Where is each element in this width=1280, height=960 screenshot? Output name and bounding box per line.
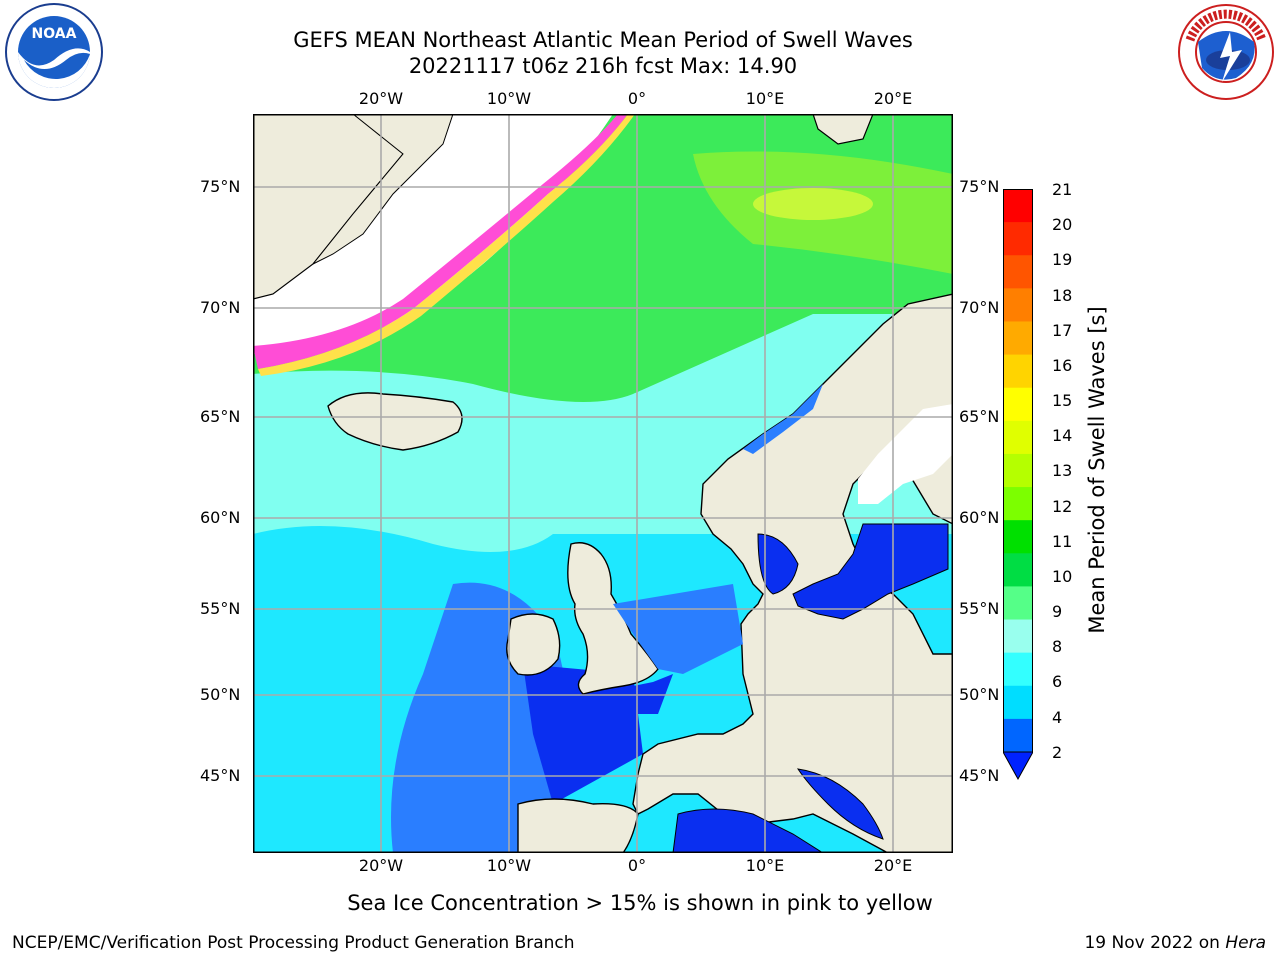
footer-host: Hera	[1225, 933, 1266, 953]
colorbar-segment	[1003, 586, 1033, 621]
colorbar-segment	[1003, 619, 1033, 654]
colorbar-tick-label: 17	[1052, 321, 1073, 340]
lon-tick-top: 20°W	[358, 89, 404, 108]
lat-tick-right: 60°N	[959, 508, 1000, 527]
colorbar-tick-label: 21	[1052, 180, 1073, 199]
mediterranean-sea	[672, 808, 824, 853]
lon-tick-top: 10°W	[486, 89, 532, 108]
lat-tick-right: 55°N	[959, 599, 1000, 618]
ocean-field-yellowgreen	[753, 188, 873, 220]
colorbar-segment	[1003, 354, 1033, 389]
lon-tick-bottom: 20°W	[358, 856, 404, 875]
baltic-sea	[792, 523, 949, 620]
lon-tick-top: 20°E	[873, 89, 913, 108]
sea-ice-caption-text: Sea Ice Concentration > 15% is shown in …	[347, 891, 933, 915]
nws-logo	[1178, 4, 1274, 100]
lon-tick-bottom: 10°E	[745, 856, 785, 875]
noaa-logo: NOAA	[5, 3, 103, 101]
lon-tick-top: 0°	[627, 89, 647, 108]
colorbar-segment	[1003, 652, 1033, 687]
footer-date-text: 19 Nov 2022 on	[1084, 933, 1226, 953]
lat-tick-left: 65°N	[200, 407, 241, 426]
swell-period-map	[253, 114, 953, 853]
lat-tick-right: 70°N	[959, 298, 1000, 317]
svalbard-land	[812, 114, 874, 145]
colorbar-tick-label: 9	[1052, 602, 1063, 621]
colorbar-segment	[1003, 288, 1033, 322]
colorbar-tick-label: 14	[1052, 426, 1073, 445]
kattegat	[757, 533, 799, 595]
graticule	[253, 114, 953, 853]
footer-credit: NCEP/EMC/Verification Post Processing Pr…	[12, 933, 575, 953]
lon-tick-bottom: 0°	[627, 856, 647, 875]
lat-tick-left: 70°N	[200, 298, 241, 317]
colorbar-segment	[1003, 321, 1033, 356]
colorbar	[1003, 189, 1033, 781]
lat-tick-left: 55°N	[200, 599, 241, 618]
colorbar-tick-label: 6	[1052, 672, 1063, 691]
colorbar-tick-label: 12	[1052, 497, 1073, 516]
map-border	[253, 114, 953, 853]
sweden-nodata	[858, 404, 953, 504]
chart-title: GEFS MEAN Northeast Atlantic Mean Period…	[293, 28, 913, 52]
svg-text:NOAA: NOAA	[32, 26, 77, 42]
lat-tick-left: 75°N	[200, 177, 241, 196]
lat-tick-right: 45°N	[959, 766, 1000, 785]
colorbar-segment	[1003, 685, 1033, 720]
adriatic-sea	[796, 768, 884, 840]
colorbar-tick-label: 18	[1052, 286, 1073, 305]
norway-coast-fringe	[743, 384, 823, 454]
footer-date: 19 Nov 2022 on Hera	[1084, 933, 1266, 953]
colorbar-segment	[1003, 520, 1033, 554]
lat-tick-right: 75°N	[959, 177, 1000, 196]
colorbar-tick-label: 13	[1052, 461, 1073, 480]
lon-tick-bottom: 20°E	[873, 856, 913, 875]
colorbar-segment	[1003, 222, 1033, 256]
iberia-land	[517, 798, 639, 853]
lat-tick-left: 60°N	[200, 508, 241, 527]
colorbar-segment	[1003, 189, 1033, 223]
colorbar-tick-label: 11	[1052, 532, 1073, 551]
colorbar-tick-label: 8	[1052, 637, 1063, 656]
colorbar-tick-label: 4	[1052, 708, 1063, 727]
colorbar-tick-label: 19	[1052, 250, 1073, 269]
sea-ice-caption: Sea Ice Concentration > 15% is shown in …	[0, 891, 1280, 915]
ireland-land	[506, 613, 561, 676]
colorbar-segment	[1003, 553, 1033, 587]
colorbar-title: Mean Period of Swell Waves [s]	[1085, 306, 1109, 634]
colorbar-tick-label: 10	[1052, 567, 1073, 586]
colorbar-tick-label: 2	[1052, 743, 1063, 762]
colorbar-segment	[1003, 420, 1033, 455]
greenland-land-east	[312, 114, 454, 265]
colorbar-segment	[1003, 255, 1033, 289]
colorbar-tick-label: 15	[1052, 391, 1073, 410]
colorbar-segment	[1003, 718, 1033, 753]
sea-ice-edge	[253, 114, 628, 369]
colorbar-segment	[1003, 487, 1033, 521]
colorbar-segment	[1003, 453, 1033, 488]
colorbar-tick-label: 16	[1052, 356, 1073, 375]
colorbar-tick-label: 20	[1052, 215, 1073, 234]
iceland-land	[327, 392, 463, 451]
colorbar-border	[1003, 189, 1033, 753]
lon-tick-top: 10°E	[745, 89, 785, 108]
lon-tick-bottom: 10°W	[486, 856, 532, 875]
colorbar-extend-arrow	[1003, 751, 1033, 781]
lat-tick-right: 65°N	[959, 407, 1000, 426]
chart-subtitle: 20221117 t06z 216h fcst Max: 14.90	[408, 54, 798, 78]
lat-tick-left: 50°N	[200, 685, 241, 704]
channel-deepblue	[583, 674, 673, 714]
great-britain-land	[567, 542, 659, 695]
north-sea-blue	[613, 584, 743, 674]
colorbar-segment	[1003, 387, 1033, 422]
lat-tick-left: 45°N	[200, 766, 241, 785]
lat-tick-right: 50°N	[959, 685, 1000, 704]
